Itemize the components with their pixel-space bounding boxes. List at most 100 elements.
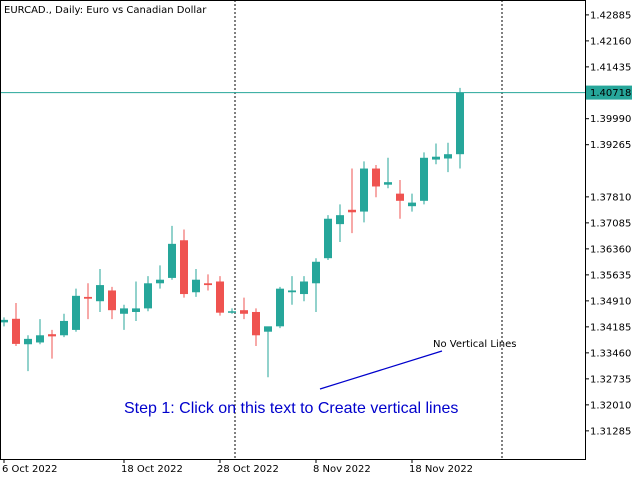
candle-body (204, 283, 212, 286)
y-tick-label: 1.33460 (590, 348, 631, 359)
candle (432, 143, 440, 165)
candle (264, 326, 272, 378)
vertical-lines (234, 0, 503, 459)
candle-body (432, 156, 440, 160)
candle-body (228, 311, 236, 313)
y-tick-label: 1.39265 (590, 140, 631, 151)
candle (144, 276, 152, 312)
candle (120, 304, 128, 330)
candle (444, 142, 452, 173)
candle (420, 152, 428, 205)
candle-body (12, 318, 20, 344)
chart-title: EURCAD., Daily: Euro vs Canadian Dollar (4, 5, 207, 16)
candle-body (156, 279, 164, 284)
candle-body (192, 279, 200, 293)
y-tick-label: 1.34185 (590, 322, 631, 333)
candles (0, 87, 464, 378)
candle (48, 329, 56, 359)
current-price-label: 1.40718 (590, 88, 631, 99)
candle (300, 276, 308, 302)
candle (228, 308, 236, 314)
candle (408, 193, 416, 212)
candle (288, 276, 296, 305)
y-tick-label: 1.39990 (590, 114, 631, 125)
candle-body (444, 154, 452, 159)
candle (60, 313, 68, 338)
candle-body (0, 319, 8, 323)
candle-body (60, 320, 68, 336)
candle-body (240, 310, 248, 314)
candle-body (408, 202, 416, 207)
current-price-badge (586, 85, 632, 100)
candle-body (420, 157, 428, 201)
chart-frame (0, 0, 586, 460)
candle (312, 258, 320, 312)
candle-body (120, 308, 128, 314)
candle (336, 204, 344, 243)
y-tick-label: 1.41435 (590, 62, 631, 73)
y-tick-label: 1.37085 (590, 218, 631, 229)
annotation-trend-line (319, 350, 443, 390)
candle-body (84, 296, 92, 299)
candle-body (288, 290, 296, 293)
candle-body (216, 281, 224, 313)
candle-body (300, 281, 308, 295)
x-tick-label: 8 Nov 2022 (313, 464, 371, 475)
candle-body (96, 285, 104, 302)
candle-body (144, 283, 152, 309)
candle (36, 319, 44, 345)
candle (348, 168, 356, 234)
price-axis: 1.42885 1.42160 1.41435 1.39990 1.39265 1.378… (585, 10, 631, 437)
candle-body (132, 308, 140, 312)
candle (204, 274, 212, 291)
candle-body (24, 338, 32, 345)
candle-body (72, 295, 80, 330)
x-tick-label: 18 Nov 2022 (409, 464, 473, 475)
y-tick-label: 1.36360 (590, 244, 631, 255)
y-tick-label: 1.32735 (590, 374, 631, 385)
candle-body (324, 218, 332, 259)
candle (456, 87, 464, 169)
candle (108, 286, 116, 320)
candle-body (336, 215, 344, 225)
y-tick-label: 1.37810 (590, 192, 631, 203)
x-tick-label: 28 Oct 2022 (217, 464, 279, 475)
candle (276, 286, 284, 329)
candle-body (264, 326, 272, 332)
candle (180, 229, 188, 298)
candle-body (396, 193, 404, 201)
candle (384, 157, 392, 189)
candle-body (252, 311, 260, 336)
y-tick-label: 1.42160 (590, 36, 631, 47)
current-price-label-group: 1.40718 (586, 85, 632, 100)
candle (132, 281, 140, 321)
candle (324, 215, 332, 260)
y-tick-label: 1.42885 (590, 10, 631, 21)
candle (252, 308, 260, 347)
candle (168, 225, 176, 280)
candle (72, 288, 80, 332)
candle-body (168, 243, 176, 278)
y-tick-label: 1.31285 (590, 426, 631, 437)
candle-body (180, 240, 188, 295)
y-tick-label: 1.35635 (590, 270, 631, 281)
candle-body (372, 168, 380, 187)
candle (216, 276, 224, 316)
candle (0, 317, 8, 327)
candle (192, 268, 200, 297)
candle (396, 180, 404, 219)
candle-body (48, 334, 56, 337)
no-vertical-lines-label[interactable]: No Vertical Lines (433, 339, 516, 350)
candle-body (36, 335, 44, 343)
candle (156, 265, 164, 289)
candle-body (108, 290, 116, 311)
y-tick-label: 1.32010 (590, 400, 631, 411)
x-tick-label: 18 Oct 2022 (121, 464, 183, 475)
candle (12, 303, 20, 347)
candle-body (276, 288, 284, 327)
candle (84, 283, 92, 320)
x-tick-label: 6 Oct 2022 (2, 464, 57, 475)
create-vertical-lines-text[interactable]: Step 1: Click on this text to Create ver… (124, 400, 458, 417)
